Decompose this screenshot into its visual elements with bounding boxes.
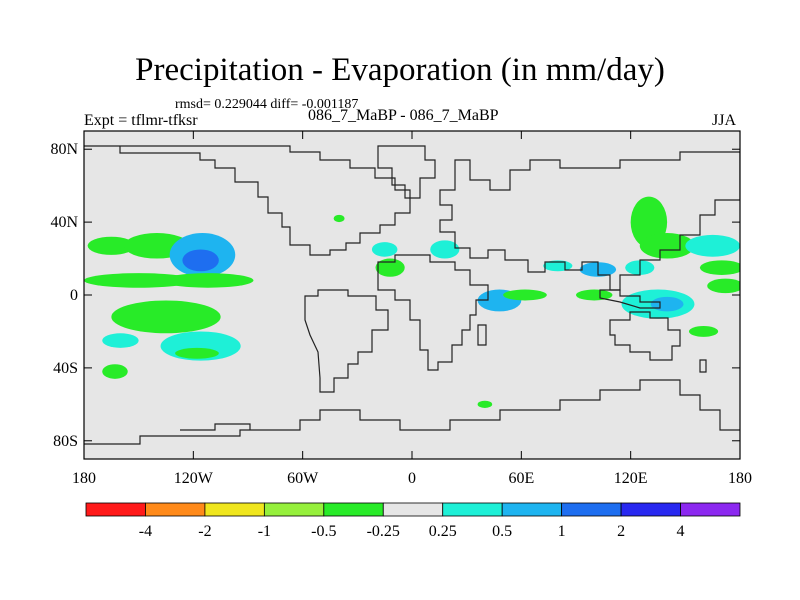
x-tick-label: 0 <box>408 470 416 487</box>
field-anomaly-20 <box>685 234 740 257</box>
field-anomaly-3 <box>182 249 219 272</box>
colorbar-swatch <box>382 502 444 517</box>
coastline-australia <box>609 311 681 361</box>
colorbar-swatch <box>561 502 622 517</box>
field-anomaly-12 <box>375 258 405 277</box>
field-anomaly-15 <box>503 289 547 301</box>
x-tick-label: 60W <box>287 470 319 487</box>
field-anomaly-9 <box>175 347 219 359</box>
colorbar-swatch <box>680 502 741 517</box>
coastline-north-america <box>84 145 411 256</box>
colorbar-swatch <box>501 502 563 517</box>
field-anomaly-8 <box>102 333 139 348</box>
field-anomaly-19 <box>639 233 695 259</box>
field-anomaly-29 <box>477 400 493 408</box>
coastline-greenland <box>377 145 436 199</box>
field-anomaly-26 <box>707 278 740 294</box>
x-tick-label: 180 <box>728 470 752 487</box>
y-tick-label: 80S <box>53 433 78 450</box>
colorbar-label: 4 <box>677 523 685 540</box>
field-anomaly-23 <box>650 296 684 312</box>
chart-title: Precipitation - Evaporation (in mm/day) <box>135 52 665 88</box>
field-anomaly-11 <box>371 242 398 257</box>
x-tick-label: 120E <box>614 470 648 487</box>
colorbar-swatch <box>442 502 503 517</box>
colorbar-swatch <box>145 502 206 517</box>
colorbar-swatch <box>323 502 384 517</box>
field-anomaly-5 <box>162 273 254 288</box>
colorbar-swatch <box>620 502 681 517</box>
field-anomaly-13 <box>430 240 460 259</box>
colorbar-label: 0.25 <box>429 523 457 540</box>
colorbar-swatch <box>263 502 325 517</box>
experiment-label: Expt = tflmr-tfksr <box>84 112 198 129</box>
field-anomaly-0 <box>87 236 136 255</box>
colorbar-label: -2 <box>198 523 211 540</box>
y-tick-label: 40N <box>50 214 78 231</box>
y-tick-label: 80N <box>50 141 78 158</box>
coastline-indonesia <box>599 289 661 309</box>
field-anomaly-21 <box>699 260 740 275</box>
field-anomaly-10 <box>102 364 128 379</box>
field-anomaly-25 <box>576 289 613 301</box>
colorbar-label: 1 <box>558 523 566 540</box>
coastline-layer <box>84 145 740 445</box>
field-anomaly-4 <box>84 273 194 288</box>
runs-label: 086_7_MaBP - 086_7_MaBP <box>308 107 499 124</box>
coastline-antarctica <box>84 379 740 445</box>
coastline-south-america <box>304 289 389 393</box>
colorbar-swatch <box>85 502 146 517</box>
field-anomaly-27 <box>688 325 719 337</box>
colorbar-label: -4 <box>139 523 152 540</box>
y-axis: 80N 40N 0 40S 80S <box>50 141 740 450</box>
colorbar-label: 0.5 <box>492 523 512 540</box>
y-tick-label: 40S <box>53 360 78 377</box>
season-label: JJA <box>712 112 737 129</box>
x-tick-label: 60E <box>508 470 534 487</box>
coastline-ross-ice-shelf <box>180 423 251 431</box>
coastline-madagascar <box>477 324 487 346</box>
coastline-new-zealand <box>699 359 707 373</box>
rmsd-diff-text: rmsd= 0.229044 diff= -0.001187 <box>175 97 359 112</box>
coastline-africa <box>377 254 489 371</box>
colorbar-label: -0.5 <box>311 523 336 540</box>
x-tick-label: 180 <box>72 470 96 487</box>
x-tick-label: 120W <box>174 470 214 487</box>
x-axis: 180 120W 60W 0 60E 120E 180 <box>72 131 752 487</box>
field-anomaly-6 <box>111 300 221 334</box>
colorbar-label: -0.25 <box>367 523 400 540</box>
field-anomaly-28 <box>333 214 345 223</box>
colorbar: -4 -2 -1 -0.5 -0.25 0.25 0.5 1 2 4 <box>85 502 741 540</box>
colorbar-label: 2 <box>617 523 625 540</box>
colorbar-label: -1 <box>258 523 271 540</box>
colorbar-swatch <box>204 502 265 517</box>
y-tick-label: 0 <box>70 287 78 304</box>
